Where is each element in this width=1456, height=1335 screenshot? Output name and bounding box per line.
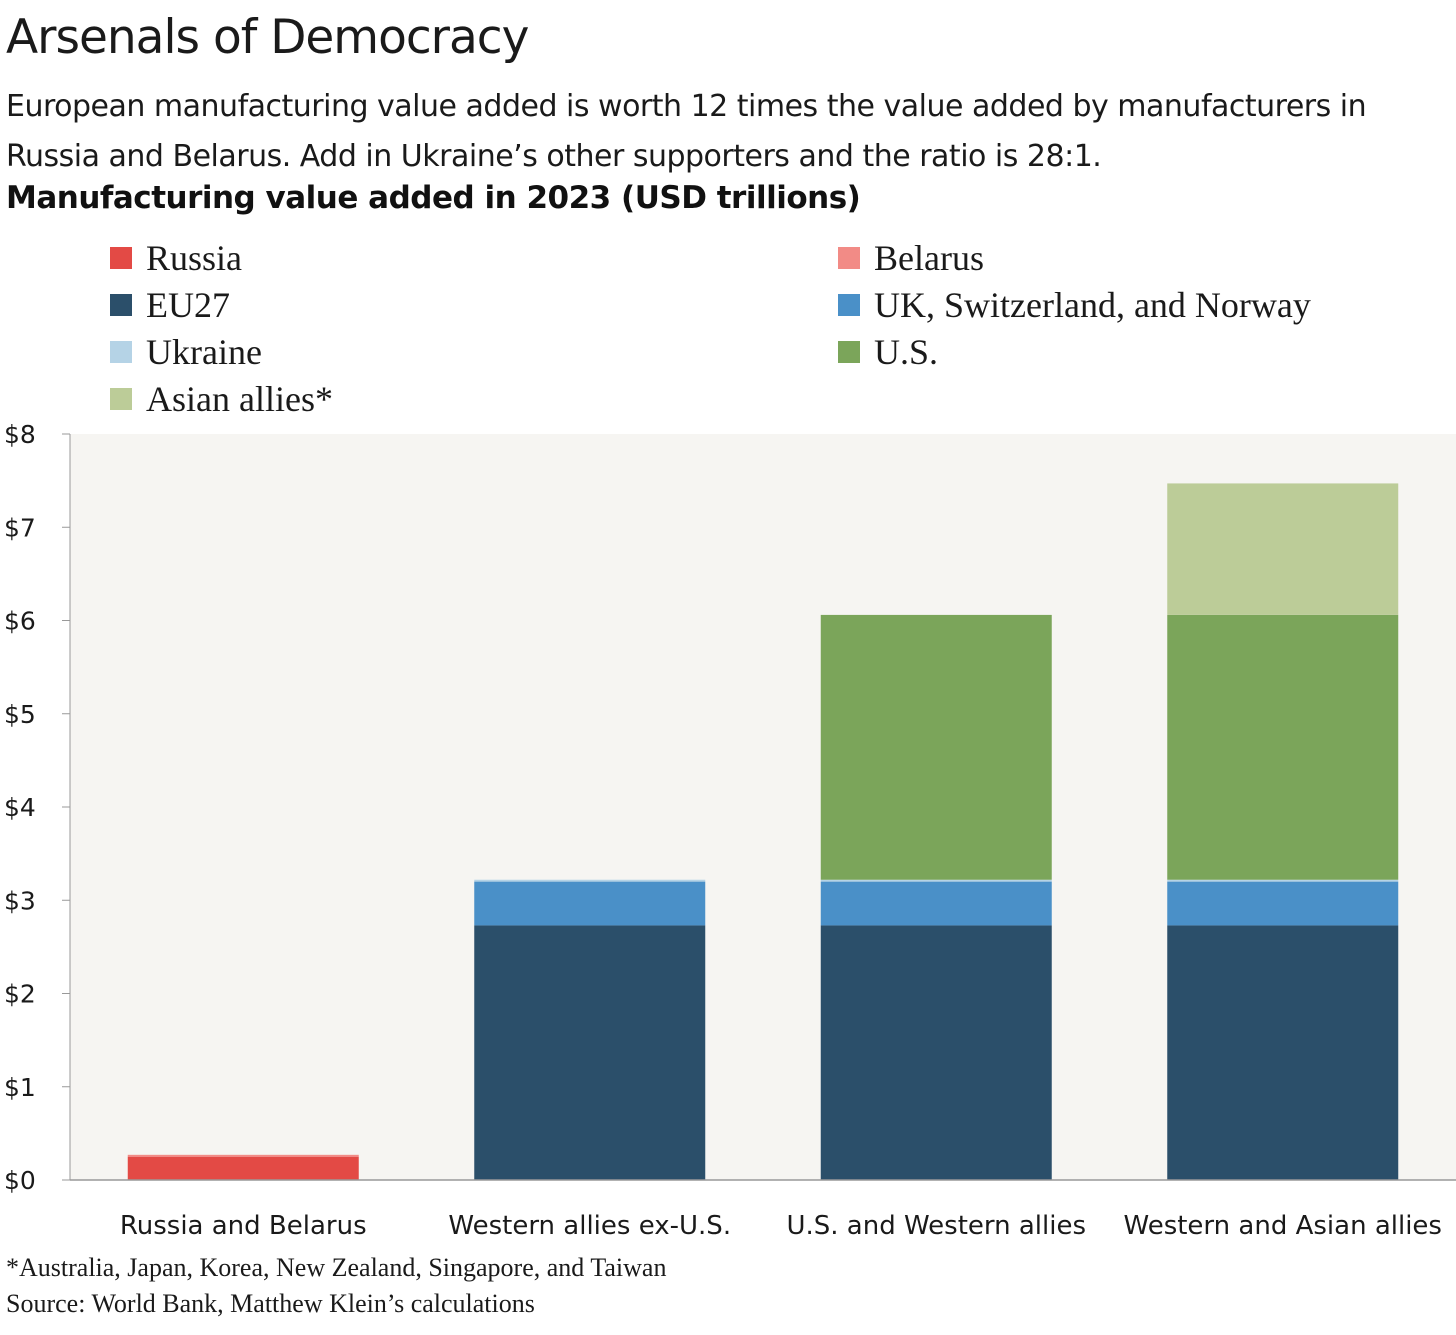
legend-item-belarus: Belarus xyxy=(838,238,984,278)
legend-swatch-u-s xyxy=(838,341,860,363)
footnote-asian-allies: *Australia, Japan, Korea, New Zealand, S… xyxy=(6,1253,667,1282)
legend-label-belarus: Belarus xyxy=(874,238,984,278)
bar-segment-eu27-u-s-and-western-allies xyxy=(820,925,1052,1180)
legend-item-uk-switzerland-and-norway: UK, Switzerland, and Norway xyxy=(838,285,1311,325)
legend-item-eu27: EU27 xyxy=(110,285,230,325)
legend-label-russia: Russia xyxy=(146,238,243,278)
bar-segment-uk-switzerland-and-norway-u-s-and-western-allies xyxy=(820,881,1052,926)
y-tick-label: $3 xyxy=(4,886,36,915)
y-tick-label: $4 xyxy=(4,793,36,822)
x-category-label: Western allies ex-U.S. xyxy=(448,1211,731,1241)
y-tick-label: $0 xyxy=(4,1166,36,1195)
legend-label-uk-switzerland-and-norway: UK, Switzerland, and Norway xyxy=(874,285,1311,325)
y-tick-label: $7 xyxy=(4,513,36,542)
source-note: Source: World Bank, Matthew Klein’s calc… xyxy=(6,1289,535,1318)
bar-segment-ukraine-u-s-and-western-allies xyxy=(820,879,1052,882)
y-tick-label: $8 xyxy=(4,420,36,449)
legend-swatch-eu27 xyxy=(110,294,132,316)
bar-segment-u-s-western-and-asian-allies xyxy=(1167,614,1399,880)
legend-swatch-uk-switzerland-and-norway xyxy=(838,294,860,316)
legend-label-ukraine: Ukraine xyxy=(146,332,262,372)
bar-segment-russia-russia-and-belarus xyxy=(127,1156,359,1180)
chart-subtitle: European manufacturing value added is wo… xyxy=(6,89,1367,174)
legend-item-u-s: U.S. xyxy=(838,332,938,372)
legend-item-asian-allies: Asian allies* xyxy=(110,379,333,419)
legend-swatch-belarus xyxy=(838,247,860,269)
bar-segment-ukraine-western-allies-ex-u-s xyxy=(474,879,706,882)
bar-segment-asian-allies-western-and-asian-allies xyxy=(1167,483,1399,615)
legend-item-ukraine: Ukraine xyxy=(110,332,262,372)
y-tick-label: $6 xyxy=(4,607,36,636)
x-category-label: Western and Asian allies xyxy=(1124,1211,1442,1241)
bar-segment-eu27-western-allies-ex-u-s xyxy=(474,925,706,1180)
legend-swatch-asian-allies xyxy=(110,388,132,410)
bar-segment-u-s-u-s-and-western-allies xyxy=(820,614,1052,880)
bar-segment-belarus-russia-and-belarus xyxy=(127,1154,359,1157)
legend-swatch-russia xyxy=(110,247,132,269)
x-category-label: U.S. and Western allies xyxy=(786,1211,1086,1241)
legend-label-eu27: EU27 xyxy=(146,285,230,325)
bar-segment-ukraine-western-and-asian-allies xyxy=(1167,879,1399,882)
legend-label-u-s: U.S. xyxy=(874,332,939,372)
x-category-label: Russia and Belarus xyxy=(120,1211,367,1241)
bar-segment-uk-switzerland-and-norway-western-and-asian-allies xyxy=(1167,881,1399,926)
legend-label-asian-allies: Asian allies* xyxy=(146,379,333,419)
chart-heading: Manufacturing value added in 2023 (USD t… xyxy=(6,180,861,216)
y-tick-label: $2 xyxy=(4,980,36,1009)
bar-segment-eu27-western-and-asian-allies xyxy=(1167,925,1399,1180)
bar-segment-uk-switzerland-and-norway-western-allies-ex-u-s xyxy=(474,881,706,926)
y-tick-label: $1 xyxy=(4,1073,36,1102)
y-tick-label: $5 xyxy=(4,700,36,729)
legend-swatch-ukraine xyxy=(110,341,132,363)
legend-item-russia: Russia xyxy=(110,238,242,278)
chart-title-main: Arsenals of Democracy xyxy=(6,10,529,65)
